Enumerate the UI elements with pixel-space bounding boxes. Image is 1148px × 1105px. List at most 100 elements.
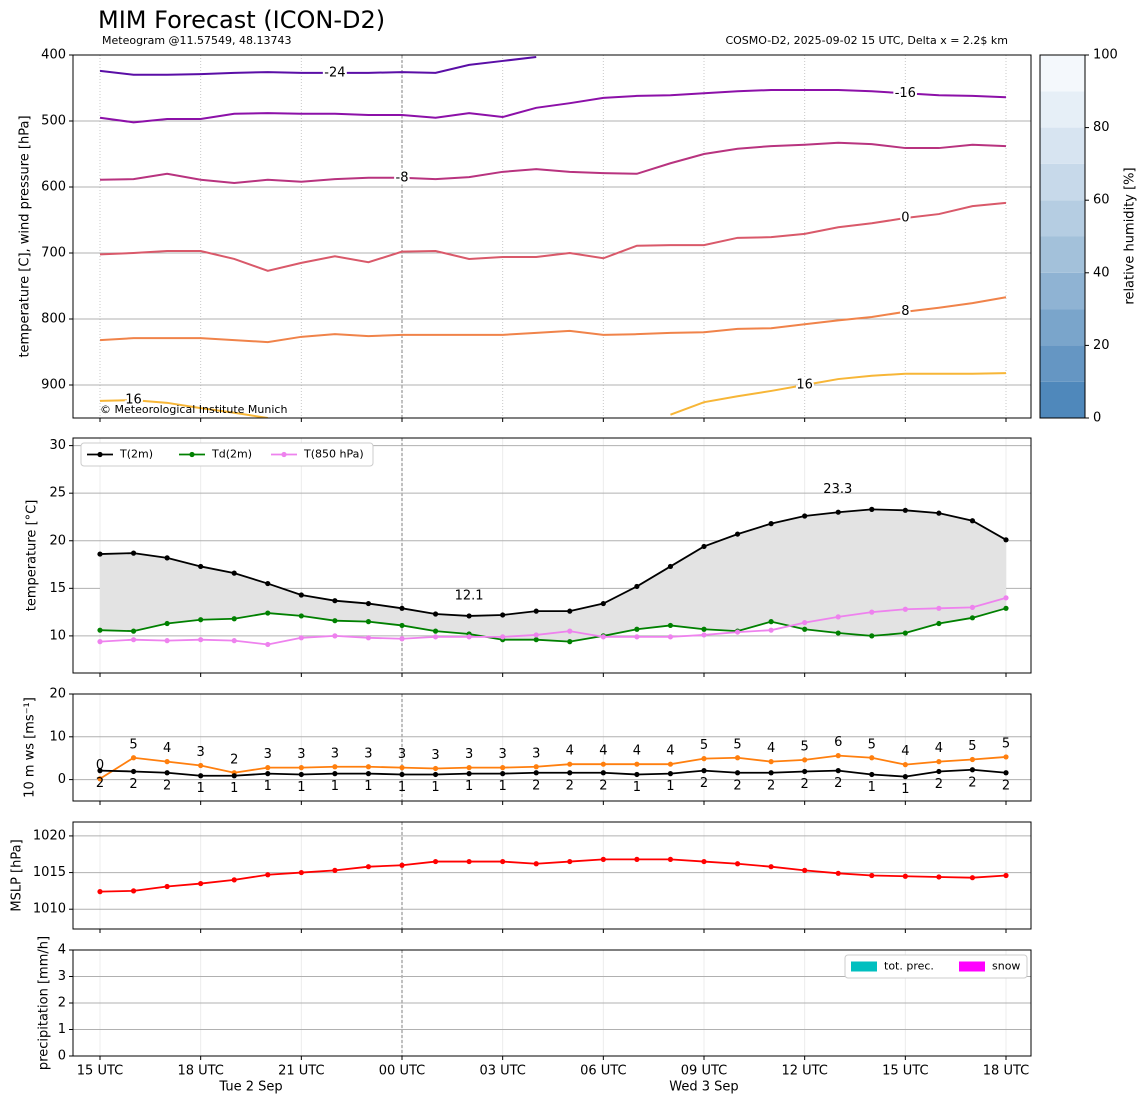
value-label: 2 <box>801 777 809 792</box>
date-label: Tue 2 Sep <box>218 1080 282 1095</box>
x-tick-label: 09 UTC <box>681 1064 727 1079</box>
series-point <box>600 770 606 776</box>
plot-frame <box>72 437 1032 674</box>
series-point <box>466 771 472 777</box>
series-point <box>432 628 439 634</box>
series-point <box>600 856 606 862</box>
value-label: 4 <box>935 741 943 756</box>
series-point <box>500 634 506 640</box>
colorbar-tick-label: 40 <box>1093 265 1110 280</box>
value-label: 3 <box>264 747 272 762</box>
series-point <box>500 765 506 771</box>
series-point <box>802 626 808 632</box>
series-point <box>332 618 338 624</box>
colorbar-label: relative humidity [%] <box>1123 167 1138 304</box>
series-point <box>902 873 908 879</box>
series-point <box>567 608 573 614</box>
series-point <box>97 627 103 633</box>
legend-marker <box>281 451 287 458</box>
series-point <box>130 755 137 761</box>
series-point <box>365 635 372 641</box>
series-point <box>667 563 674 570</box>
y-tick-label: 10 <box>49 628 66 643</box>
isotherm-label: -16 <box>895 86 916 101</box>
series-point <box>466 765 472 771</box>
series-point <box>432 765 439 772</box>
series-point <box>164 638 170 644</box>
series-point <box>802 867 808 873</box>
isotherm <box>99 88 1007 124</box>
series-point <box>1003 595 1009 601</box>
series-point <box>365 864 372 870</box>
value-label: 4 <box>599 744 607 759</box>
series-line <box>99 754 1007 780</box>
series-point <box>869 771 875 778</box>
series-point <box>768 619 774 625</box>
value-label: 3 <box>331 746 339 761</box>
series-point <box>130 888 137 894</box>
max-annotation: 23.3 <box>823 482 852 497</box>
series-point <box>802 768 808 775</box>
value-label: 6 <box>834 735 842 750</box>
series-point <box>198 617 204 623</box>
colorbar-level <box>1040 309 1085 346</box>
colorbar-level <box>1040 163 1085 201</box>
y-axis-label: temperature [°C] <box>25 500 40 612</box>
series-point <box>533 637 539 643</box>
series-line <box>99 596 1007 646</box>
legend-box <box>80 442 374 467</box>
series-point <box>969 604 976 610</box>
value-label: 2 <box>767 778 775 793</box>
series-point <box>734 861 741 867</box>
series-point <box>533 764 539 770</box>
series-point <box>97 551 103 557</box>
series-point <box>634 634 640 640</box>
isotherm-label: 8 <box>901 304 909 319</box>
series-point <box>936 874 942 880</box>
series-point <box>164 883 170 890</box>
series-point <box>701 858 707 865</box>
series-point <box>130 768 137 775</box>
y-tick-label: 3 <box>58 969 66 984</box>
series-point <box>164 759 170 765</box>
colorbar-tick-label: 60 <box>1093 193 1110 208</box>
y-axis-label: MSLP [hPa] <box>10 839 25 911</box>
series-point <box>265 771 271 777</box>
y-tick-label: 20 <box>49 533 66 548</box>
value-label: 3 <box>364 746 372 761</box>
value-label: 2 <box>733 778 741 793</box>
y-tick-label: 1015 <box>33 865 66 880</box>
y-tick-label: 30 <box>49 438 66 453</box>
series-point <box>365 600 372 607</box>
colorbar-level <box>1040 381 1085 418</box>
series-point <box>432 771 439 778</box>
series-point <box>567 639 573 645</box>
series-line <box>99 607 1007 643</box>
series-point <box>164 770 170 776</box>
value-label: 2 <box>532 778 540 793</box>
isotherm <box>99 55 537 76</box>
value-label: 3 <box>297 747 305 762</box>
series-point <box>432 611 439 617</box>
series-point <box>399 862 405 868</box>
colorbar-tick-label: 20 <box>1093 338 1110 353</box>
series-point <box>634 761 640 767</box>
y-tick-label: 20 <box>49 687 66 702</box>
chart-note: COSMO-D2, 2025-09-02 15 UTC, Delta x = 2… <box>725 34 1008 47</box>
value-label: 1 <box>264 779 272 794</box>
series-point <box>835 753 841 759</box>
series-point <box>466 858 472 865</box>
y-tick-label: 500 <box>41 114 66 129</box>
isotherm-label: 16 <box>796 378 813 393</box>
series-point <box>130 550 137 556</box>
legend-label: tot. prec. <box>884 960 934 973</box>
legend-label: T(2m) <box>119 448 153 461</box>
colorbar-level <box>1040 200 1085 237</box>
colorbar-level <box>1040 345 1085 382</box>
series-point <box>298 592 304 598</box>
chart-title: MIM Forecast (ICON-D2) <box>98 6 385 34</box>
series-point <box>198 773 204 779</box>
isotherms: -24 -16 -8 0 8 16 16 <box>99 55 1007 418</box>
series-point <box>198 880 204 887</box>
series-point <box>298 635 304 641</box>
